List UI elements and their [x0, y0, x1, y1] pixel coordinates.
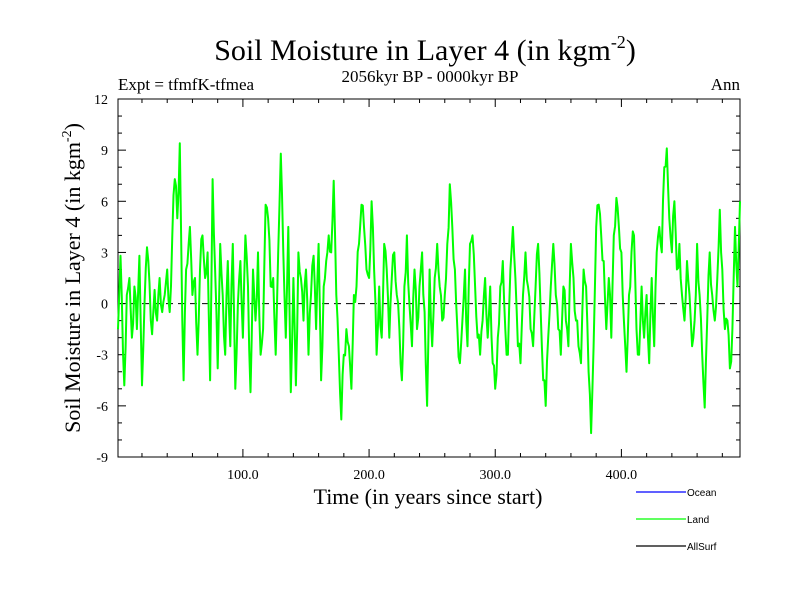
legend-label-ocean: Ocean: [687, 488, 716, 499]
y-tick-label: 6: [101, 195, 108, 210]
x-tick-label: 400.0: [606, 468, 638, 483]
y-tick-label: 12: [94, 93, 108, 108]
y-tick-label: 9: [101, 144, 108, 159]
y-tick-label: -3: [96, 349, 108, 364]
legend: Ocean Land AllSurf: [636, 488, 717, 553]
y-tick-label: 3: [101, 246, 108, 261]
y-tick-label: -9: [96, 451, 108, 466]
chart-title: Soil Moisture in Layer 4 (in kgm-2): [214, 32, 636, 67]
x-tick-label: 200.0: [353, 468, 385, 483]
plot-frame: [117, 98, 741, 458]
y-tick-label: -6: [96, 400, 108, 415]
legend-label-allsurf: AllSurf: [687, 542, 717, 553]
x-tick-label: 300.0: [479, 468, 511, 483]
x-axis-ticks: 100.0 200.0 300.0 400.0: [141, 99, 723, 483]
x-axis-title: Time (in years since start): [314, 484, 543, 509]
legend-label-land: Land: [687, 515, 709, 526]
season-label: Ann: [711, 75, 741, 94]
land-series-line: [117, 142, 741, 435]
experiment-label: Expt = tfmfK-tfmea: [118, 75, 255, 94]
chart-subtitle: 2056kyr BP - 0000kyr BP: [342, 67, 519, 86]
y-axis-title: Soil Moisture in Layer 4 (in kgm-2): [60, 123, 85, 433]
x-tick-label: 100.0: [227, 468, 259, 483]
y-tick-label: 0: [101, 298, 108, 313]
